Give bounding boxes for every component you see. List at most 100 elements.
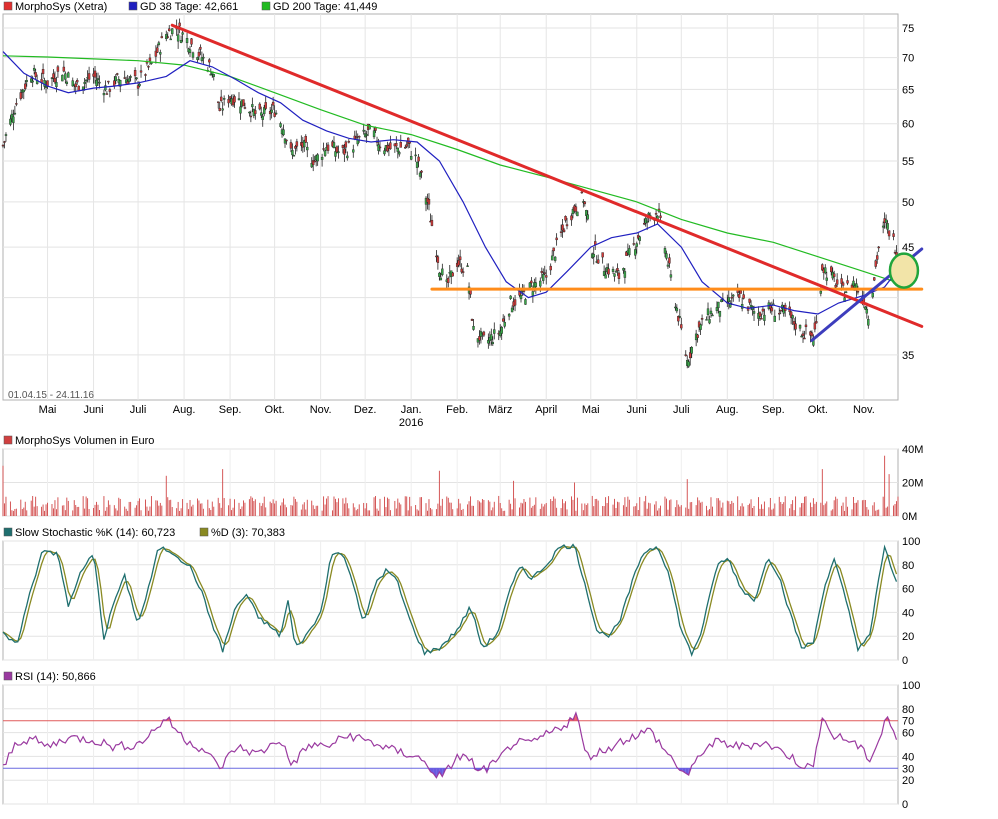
candle-body bbox=[228, 99, 230, 103]
candle-body bbox=[876, 256, 878, 260]
candle-body bbox=[440, 278, 442, 280]
rsi-plot-area bbox=[3, 685, 898, 804]
candle-body bbox=[109, 90, 111, 92]
candle-body bbox=[75, 84, 77, 87]
candle-body bbox=[20, 92, 22, 98]
candle-body bbox=[66, 82, 68, 84]
candle-body bbox=[437, 257, 439, 263]
candle-body bbox=[820, 291, 822, 293]
candle-body bbox=[107, 81, 109, 82]
candle-body bbox=[2, 145, 4, 146]
candle-body bbox=[416, 162, 418, 168]
candle-body bbox=[366, 134, 368, 135]
candle-body bbox=[198, 52, 200, 56]
candle-body bbox=[459, 257, 461, 260]
candle-body bbox=[888, 231, 890, 236]
candle-body bbox=[728, 297, 730, 301]
candle-body bbox=[140, 71, 142, 73]
legend-label: GD 38 Tage: 42,661 bbox=[140, 1, 238, 13]
price-y-tick-label: 65 bbox=[902, 84, 914, 96]
candle-body bbox=[293, 155, 295, 156]
candle-body bbox=[409, 142, 411, 143]
candle-body bbox=[857, 291, 859, 292]
candle-body bbox=[61, 75, 63, 81]
candle-body bbox=[265, 102, 267, 108]
candle-body bbox=[419, 173, 421, 176]
candle-body bbox=[305, 136, 307, 142]
price-plot-area bbox=[3, 14, 898, 400]
candle-body bbox=[753, 311, 755, 313]
candle-body bbox=[170, 39, 172, 40]
candle-body bbox=[520, 295, 522, 299]
candle-body bbox=[688, 362, 690, 367]
legend-label: Slow Stochastic %K (14): 60,723 bbox=[15, 527, 175, 539]
candle-body bbox=[379, 147, 381, 148]
legend-label: MorphoSys Volumen in Euro bbox=[15, 435, 154, 447]
candle-body bbox=[199, 47, 201, 49]
candle-body bbox=[182, 33, 184, 35]
candle-body bbox=[593, 254, 595, 257]
candle-body bbox=[544, 273, 546, 274]
candle-body bbox=[717, 302, 719, 308]
candle-body bbox=[296, 142, 298, 147]
candle-body bbox=[668, 258, 670, 264]
candle-body bbox=[113, 81, 115, 86]
volume-y-tick-label: 0M bbox=[902, 511, 917, 523]
candle-body bbox=[161, 36, 163, 37]
candle-body bbox=[707, 309, 709, 315]
candle-body bbox=[223, 98, 225, 99]
legend-swatch bbox=[262, 2, 270, 10]
candle-body bbox=[670, 275, 672, 278]
candle-body bbox=[238, 99, 240, 100]
x-tick-label: Jan. bbox=[401, 404, 422, 416]
candle-body bbox=[421, 171, 423, 172]
candle-body bbox=[608, 269, 610, 275]
candle-body bbox=[76, 80, 78, 82]
rsi-y-tick-label: 20 bbox=[902, 775, 914, 787]
candle-body bbox=[480, 331, 482, 336]
candle-body bbox=[404, 147, 406, 148]
candle-body bbox=[400, 142, 402, 147]
candle-body bbox=[275, 113, 277, 114]
candle-body bbox=[35, 72, 37, 76]
x-tick-label: Aug. bbox=[716, 404, 739, 416]
candle-body bbox=[614, 274, 616, 277]
candle-body bbox=[348, 141, 350, 142]
candle-body bbox=[836, 280, 838, 285]
candle-body bbox=[314, 161, 316, 162]
candle-body bbox=[676, 308, 678, 311]
candle-body bbox=[612, 269, 614, 271]
rsi-overbought-label: 70 bbox=[902, 716, 914, 728]
candle-body bbox=[358, 136, 360, 137]
candle-body bbox=[192, 53, 194, 58]
candle-body bbox=[814, 323, 816, 329]
legend-swatch bbox=[200, 528, 208, 536]
x-tick-label: Sep. bbox=[219, 404, 242, 416]
candle-body bbox=[887, 223, 889, 229]
candle-body bbox=[541, 271, 543, 273]
candle-body bbox=[535, 283, 537, 287]
candle-body bbox=[553, 248, 555, 251]
candle-body bbox=[136, 78, 138, 79]
candle-body bbox=[144, 74, 146, 75]
rsi-y-tick-label: 60 bbox=[902, 728, 914, 740]
candle-body bbox=[219, 108, 221, 111]
x-tick-label: Aug. bbox=[173, 404, 196, 416]
rsi-oversold-label: 30 bbox=[902, 763, 914, 775]
candle-body bbox=[878, 247, 880, 248]
candle-body bbox=[190, 39, 192, 45]
candle-body bbox=[867, 319, 869, 325]
candle-body bbox=[760, 318, 762, 319]
candle-body bbox=[229, 97, 231, 99]
stoch-y-tick-label: 20 bbox=[902, 631, 914, 643]
candle-body bbox=[327, 145, 329, 151]
candle-body bbox=[26, 80, 28, 81]
candle-body bbox=[719, 311, 721, 316]
candle-body bbox=[780, 310, 782, 311]
candle-body bbox=[799, 325, 801, 328]
candle-body bbox=[103, 93, 105, 95]
candle-body bbox=[345, 142, 347, 147]
candle-body bbox=[524, 299, 526, 304]
x-tick-label: Dez. bbox=[354, 404, 377, 416]
candle-body bbox=[383, 151, 385, 154]
